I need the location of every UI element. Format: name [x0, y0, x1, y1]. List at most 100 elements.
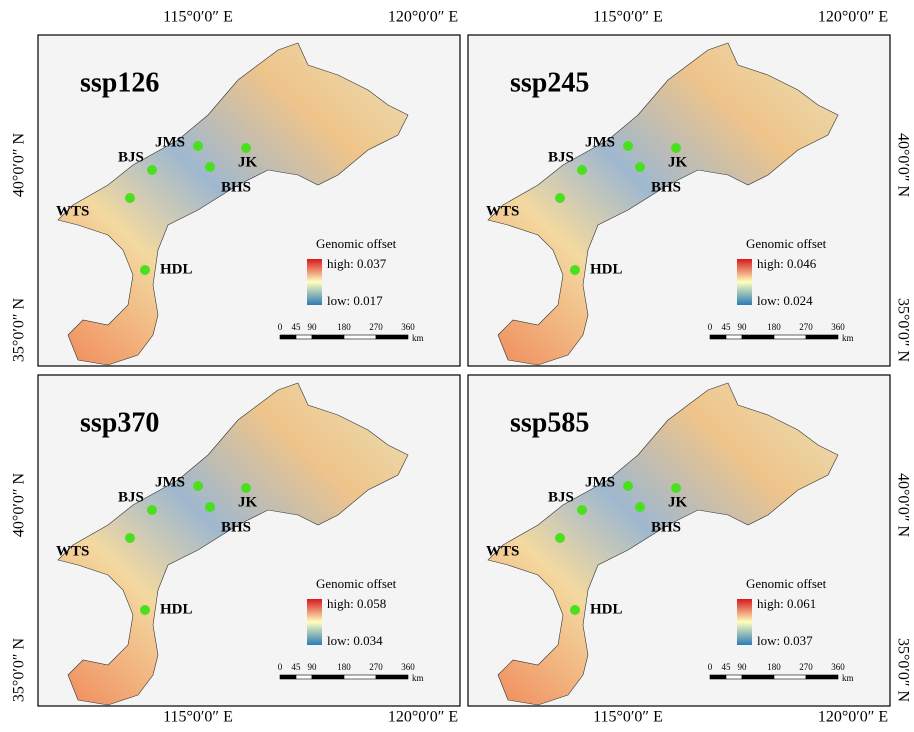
site-label: BJS [118, 149, 144, 165]
color-bar [737, 259, 752, 305]
map-panel: ssp245 JMS BJS JK BHS WTS HDL Genomic offset hig… [467, 34, 891, 367]
site-label: BHS [221, 519, 251, 535]
scale-segment [295, 674, 313, 680]
latitude-label: 40°0′0″ N [894, 133, 911, 198]
scale-segment [725, 674, 743, 680]
scale-label: 0 [278, 662, 283, 672]
legend-title: Genomic offset [316, 236, 397, 251]
scale-unit: km [412, 333, 424, 343]
scale-segment [741, 674, 775, 680]
site-label: JMS [155, 134, 185, 150]
site-label: JK [668, 494, 688, 510]
site-marker [241, 483, 251, 493]
color-bar [307, 259, 322, 305]
site-label: BHS [221, 179, 251, 195]
site-marker [205, 162, 215, 172]
latitude-label: 35°0′0″ N [11, 298, 28, 363]
longitude-label: 120°0′0″ E [388, 9, 458, 26]
site-marker [205, 502, 215, 512]
landmass [487, 382, 839, 706]
scale-segment [741, 334, 775, 340]
site-label: HDL [160, 601, 193, 617]
scale-label: 270 [369, 662, 383, 672]
panel-title: ssp585 [510, 407, 589, 438]
scale-label: 90 [308, 322, 318, 332]
scale-segment [375, 334, 409, 340]
site-marker [671, 143, 681, 153]
scale-label: 270 [369, 322, 383, 332]
legend-high: high: 0.058 [327, 596, 386, 611]
scale-label: 180 [767, 322, 781, 332]
scale-label: 0 [708, 322, 713, 332]
scale-segment [279, 674, 297, 680]
site-label: JK [238, 154, 258, 170]
landmass [487, 42, 839, 366]
scale-segment [805, 334, 839, 340]
longitude-label: 115°0′0″ E [163, 709, 233, 726]
color-bar [307, 599, 322, 645]
scale-segment [709, 334, 727, 340]
site-label: JMS [585, 474, 615, 490]
site-marker [623, 141, 633, 151]
scale-label: 90 [738, 662, 748, 672]
site-label: WTS [56, 203, 89, 219]
scale-unit: km [842, 333, 854, 343]
scale-segment [311, 334, 345, 340]
scale-segment [279, 334, 297, 340]
site-marker [147, 165, 157, 175]
site-label: HDL [590, 601, 623, 617]
map-panel: ssp370 JMS BJS JK BHS WTS HDL Genomic offset hig… [37, 374, 461, 707]
site-label: BJS [118, 489, 144, 505]
scale-label: 180 [337, 322, 351, 332]
color-bar [737, 599, 752, 645]
site-label: HDL [590, 261, 623, 277]
site-label: WTS [56, 543, 89, 559]
panel-title: ssp370 [80, 407, 159, 438]
scale-unit: km [842, 673, 854, 683]
site-marker [635, 502, 645, 512]
legend-low: low: 0.037 [757, 633, 813, 648]
site-label: HDL [160, 261, 193, 277]
scale-label: 180 [767, 662, 781, 672]
site-marker [555, 533, 565, 543]
scale-label: 360 [401, 322, 415, 332]
landmass [57, 382, 409, 706]
scale-segment [805, 674, 839, 680]
latitude-label: 40°0′0″ N [11, 133, 28, 198]
longitude-label: 115°0′0″ E [593, 709, 663, 726]
panel-title: ssp245 [510, 67, 589, 98]
site-label: JK [238, 494, 258, 510]
latitude-label: 35°0′0″ N [11, 638, 28, 703]
landmass [57, 42, 409, 366]
scale-segment [709, 674, 727, 680]
site-marker [570, 265, 580, 275]
scale-label: 45 [292, 322, 302, 332]
site-label: JMS [155, 474, 185, 490]
scale-segment [375, 674, 409, 680]
scale-label: 45 [722, 662, 732, 672]
site-label: BHS [651, 519, 681, 535]
site-marker [140, 265, 150, 275]
map-panel: ssp585 JMS BJS JK BHS WTS HDL Genomic offset hig… [467, 374, 891, 707]
scale-segment [295, 334, 313, 340]
site-marker [577, 165, 587, 175]
scale-segment [311, 674, 345, 680]
scale-label: 180 [337, 662, 351, 672]
legend-low: low: 0.024 [757, 293, 813, 308]
scale-segment [773, 674, 807, 680]
scale-segment [773, 334, 807, 340]
scale-label: 360 [831, 662, 845, 672]
legend-title: Genomic offset [746, 576, 827, 591]
site-label: BHS [651, 179, 681, 195]
site-marker [570, 605, 580, 615]
panel-title: ssp126 [80, 67, 159, 98]
site-marker [577, 505, 587, 515]
longitude-label: 115°0′0″ E [163, 9, 233, 26]
map-panel: ssp126 JMS BJS JK BHS WTS HDL Genomic offset hig… [37, 34, 461, 367]
scale-label: 270 [799, 322, 813, 332]
site-marker [241, 143, 251, 153]
scale-label: 45 [722, 322, 732, 332]
site-marker [193, 481, 203, 491]
site-marker [193, 141, 203, 151]
